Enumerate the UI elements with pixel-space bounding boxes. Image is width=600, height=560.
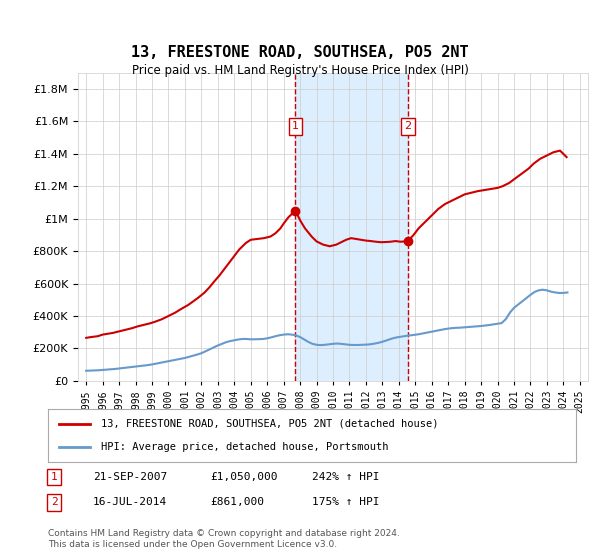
Text: 2: 2 <box>50 497 58 507</box>
Text: HPI: Average price, detached house, Portsmouth: HPI: Average price, detached house, Port… <box>101 442 388 452</box>
Text: 242% ↑ HPI: 242% ↑ HPI <box>312 472 380 482</box>
Bar <box>295 73 407 381</box>
Text: £861,000: £861,000 <box>210 497 264 507</box>
Text: Price paid vs. HM Land Registry's House Price Index (HPI): Price paid vs. HM Land Registry's House … <box>131 64 469 77</box>
Text: Contains HM Land Registry data © Crown copyright and database right 2024.
This d: Contains HM Land Registry data © Crown c… <box>48 529 400 549</box>
Text: £1,050,000: £1,050,000 <box>210 472 277 482</box>
Text: 175% ↑ HPI: 175% ↑ HPI <box>312 497 380 507</box>
Text: 13, FREESTONE ROAD, SOUTHSEA, PO5 2NT (detached house): 13, FREESTONE ROAD, SOUTHSEA, PO5 2NT (d… <box>101 419 438 429</box>
Text: 1: 1 <box>292 122 299 131</box>
Text: 16-JUL-2014: 16-JUL-2014 <box>93 497 167 507</box>
Text: 13, FREESTONE ROAD, SOUTHSEA, PO5 2NT: 13, FREESTONE ROAD, SOUTHSEA, PO5 2NT <box>131 45 469 60</box>
Text: 2: 2 <box>404 122 411 131</box>
Text: 1: 1 <box>50 472 58 482</box>
Text: 21-SEP-2007: 21-SEP-2007 <box>93 472 167 482</box>
